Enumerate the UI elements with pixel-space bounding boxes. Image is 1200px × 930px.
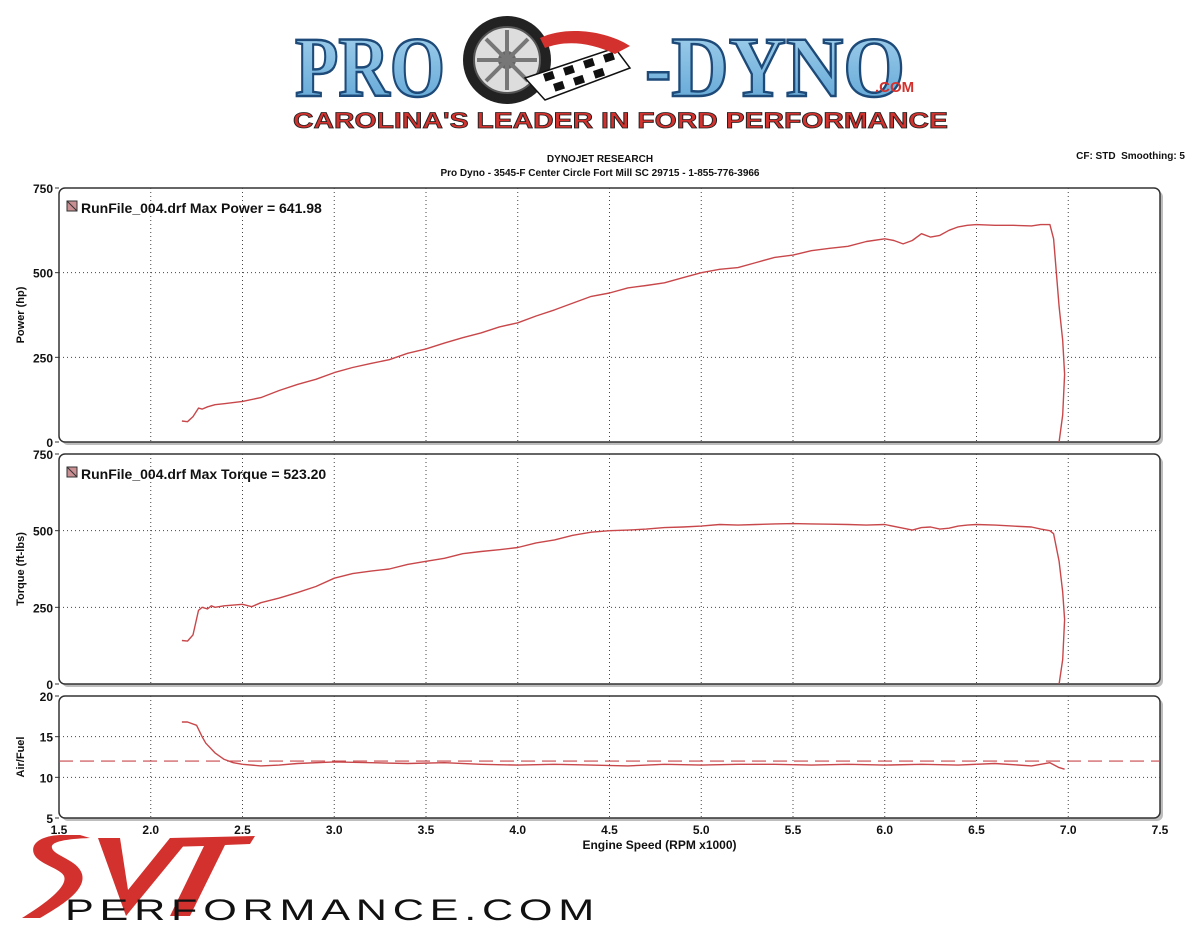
svg-text:.COM: .COM bbox=[875, 79, 914, 96]
x-tick-label: 6.0 bbox=[876, 823, 893, 837]
y-tick-label: 15 bbox=[40, 731, 54, 745]
x-axis-label: Engine Speed (RPM x1000) bbox=[582, 838, 736, 852]
y-tick-label: 750 bbox=[33, 448, 53, 462]
y-tick-label: 500 bbox=[33, 267, 53, 281]
svt-performance-logo: PERFORMANCE.COM bbox=[20, 830, 620, 927]
x-tick-label: 5.5 bbox=[785, 823, 802, 837]
series-line bbox=[181, 721, 1065, 770]
tire-icon bbox=[463, 16, 551, 104]
x-tick-label: 7.0 bbox=[1060, 823, 1077, 837]
y-tick-label: 10 bbox=[40, 771, 54, 785]
chart-panel-1: 0 250 500 750 Power (hp) RunFile_004.drf Max … bbox=[15, 182, 1163, 450]
x-tick-label: 7.5 bbox=[1152, 823, 1169, 837]
svg-text:PRO: PRO bbox=[295, 19, 445, 115]
x-tick-label: 6.5 bbox=[968, 823, 985, 837]
x-tick-label: 5.0 bbox=[693, 823, 710, 837]
chart-panel-3: 5 10 15 20 Air/Fuel 1.5 2.0 2.5 3.0 3.5 4.0 4.5 5.0 5… bbox=[15, 690, 1169, 852]
y-axis-label: Air/Fuel bbox=[15, 737, 27, 778]
y-tick-label: 250 bbox=[33, 601, 53, 615]
svt-logo-art: PERFORMANCE.COM bbox=[22, 835, 600, 927]
y-axis-label: Torque (ft-lbs) bbox=[15, 532, 27, 606]
checkered-flag-icon bbox=[523, 31, 632, 101]
x-tick-label: 2.5 bbox=[234, 823, 251, 837]
y-tick-label: 500 bbox=[33, 525, 53, 539]
svg-text:CAROLINA'S LEADER IN FORD PERF: CAROLINA'S LEADER IN FORD PERFORMANCE bbox=[293, 108, 948, 133]
series-line bbox=[181, 223, 1066, 443]
chart-subtitle: Pro Dyno - 3545-F Center Circle Fort Mil… bbox=[440, 168, 760, 179]
pro-dyno-logo: PRO bbox=[285, 8, 955, 136]
x-tick-label: 1.5 bbox=[51, 823, 68, 837]
legend-label: RunFile_004.drf Max Torque = 523.20 bbox=[81, 466, 326, 482]
y-axis-label: Power (hp) bbox=[15, 286, 27, 343]
y-tick-label: 0 bbox=[46, 436, 53, 450]
x-tick-label: 2.0 bbox=[142, 823, 159, 837]
panel-frame bbox=[58, 453, 1161, 685]
y-tick-label: 20 bbox=[40, 690, 54, 704]
x-tick-label: 3.0 bbox=[326, 823, 343, 837]
pro-dyno-logo-art: PRO bbox=[293, 16, 948, 133]
legend-swatch-mark bbox=[66, 466, 78, 478]
x-tick-label: 3.5 bbox=[418, 823, 435, 837]
y-tick-label: 0 bbox=[46, 678, 53, 692]
svg-text:PERFORMANCE.COM: PERFORMANCE.COM bbox=[65, 894, 600, 925]
series-line bbox=[181, 522, 1066, 685]
chart-panel-2: 0 250 500 750 Torque (ft-lbs) RunFile_004.drf… bbox=[15, 448, 1163, 692]
y-tick-label: 250 bbox=[33, 351, 53, 365]
x-tick-label: 4.0 bbox=[509, 823, 526, 837]
chart-title: DYNOJET RESEARCH bbox=[546, 154, 654, 165]
x-tick-label: 4.5 bbox=[601, 823, 618, 837]
svg-text:-DYNO: -DYNO bbox=[645, 19, 905, 115]
y-tick-label: 750 bbox=[33, 182, 53, 196]
legend-label: RunFile_004.drf Max Power = 641.98 bbox=[81, 200, 322, 216]
y-tick-label: 5 bbox=[46, 812, 53, 826]
legend-swatch-mark bbox=[66, 200, 78, 212]
settings-label: CF: STD Smoothing: 5 bbox=[1076, 151, 1185, 162]
